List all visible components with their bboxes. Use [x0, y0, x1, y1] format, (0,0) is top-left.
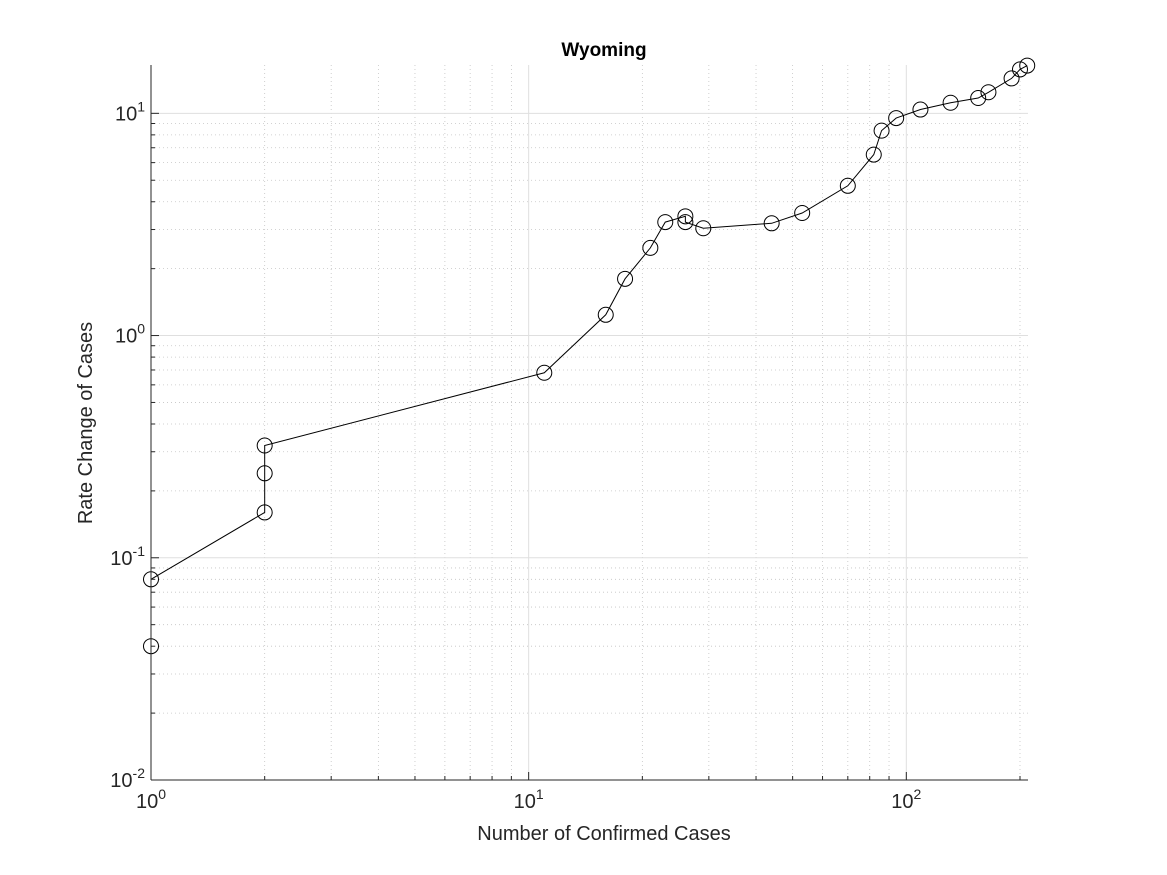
data-point	[695, 220, 712, 237]
y-tick-label: 10-1	[110, 543, 145, 570]
plot-background	[151, 65, 1028, 780]
data-point	[657, 214, 674, 231]
x-tick-labels: 100 101 102	[136, 786, 922, 813]
data-point	[839, 177, 856, 194]
data-point	[256, 465, 273, 482]
data-point	[763, 215, 780, 232]
data-point	[1011, 61, 1028, 78]
y-axis-label: Rate Change of Cases	[75, 322, 97, 524]
data-point	[1019, 57, 1036, 74]
y-tick-label: 100	[115, 321, 145, 348]
data-point	[970, 90, 987, 107]
data-point	[597, 306, 614, 323]
data-point	[794, 205, 811, 222]
series-group	[143, 57, 1036, 655]
data-point	[256, 504, 273, 521]
axes	[150, 65, 1028, 781]
data-point	[873, 122, 890, 139]
data-point	[256, 437, 273, 454]
y-tick-label: 10-2	[110, 765, 145, 792]
data-point	[888, 110, 905, 127]
x-tick-label: 100	[136, 786, 166, 813]
chart-title: Wyoming	[561, 40, 646, 61]
x-axis-label: Number of Confirmed Cases	[477, 823, 730, 845]
data-point	[642, 239, 659, 256]
x-tick-label: 102	[891, 786, 921, 813]
data-point	[617, 270, 634, 287]
y-tick-labels: 10-2 10-1 100 101	[110, 98, 145, 792]
data-point	[677, 214, 694, 231]
data-point	[980, 84, 997, 101]
data-point	[912, 101, 929, 118]
data-point	[677, 208, 694, 225]
data-point	[942, 94, 959, 111]
x-tick-label: 101	[514, 786, 544, 813]
data-point	[865, 146, 882, 163]
y-tick-label: 101	[115, 98, 145, 125]
series-line	[150, 65, 1028, 647]
data-point	[1003, 70, 1020, 87]
data-point	[536, 364, 553, 381]
